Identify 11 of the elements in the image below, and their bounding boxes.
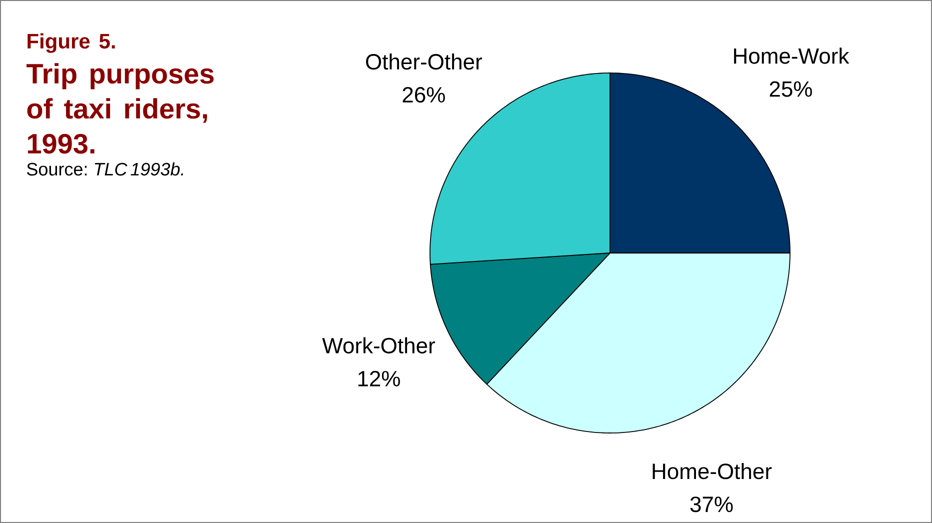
slice-label: Other-Other bbox=[366, 53, 482, 70]
data-label: 25% bbox=[770, 81, 812, 97]
slice-label: Work-Other bbox=[322, 337, 436, 354]
data-label: 26% bbox=[402, 87, 445, 103]
data-label: 12% bbox=[358, 370, 400, 386]
text: Figure 5. bbox=[28, 33, 115, 53]
source-note: Source: TLC 1993b. bbox=[27, 162, 184, 176]
slice-label: Home-Other bbox=[652, 462, 772, 480]
slice-label: Home-Work bbox=[734, 48, 850, 64]
text: Trip purposes of taxi riders, 1993. bbox=[26, 63, 214, 154]
data-label: 37% bbox=[690, 496, 733, 512]
